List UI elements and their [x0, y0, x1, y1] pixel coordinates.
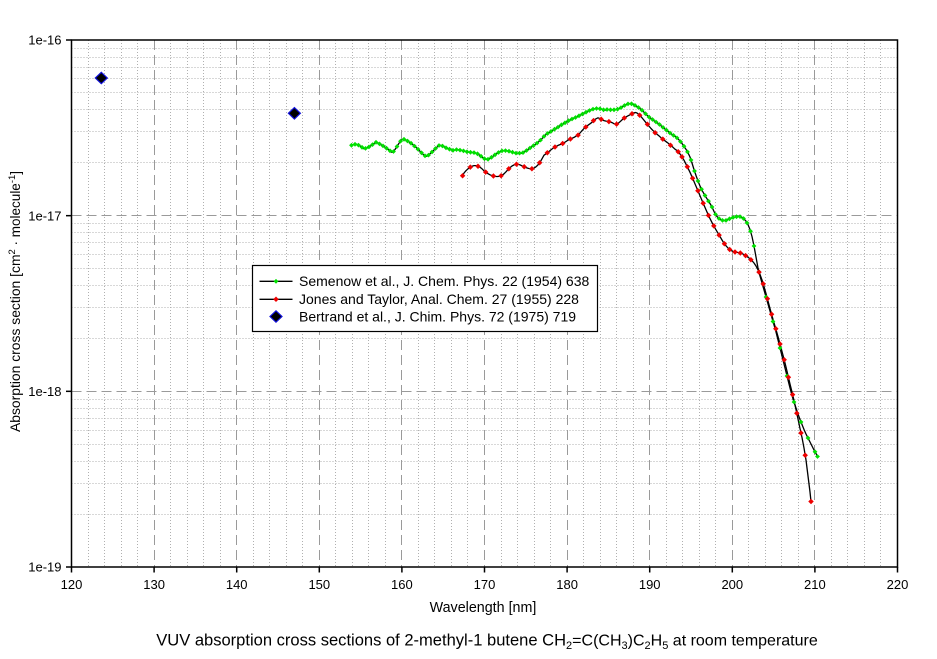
- svg-text:160: 160: [391, 577, 413, 592]
- svg-text:1e-17: 1e-17: [28, 208, 61, 223]
- svg-text:200: 200: [721, 577, 743, 592]
- svg-text:Bertrand et al., J. Chim. Phys: Bertrand et al., J. Chim. Phys. 72 (1975…: [299, 308, 576, 324]
- svg-text:140: 140: [226, 577, 248, 592]
- svg-text:180: 180: [556, 577, 578, 592]
- svg-text:150: 150: [308, 577, 330, 592]
- svg-text:Wavelength [nm]: Wavelength [nm]: [430, 600, 537, 616]
- svg-text:1e-16: 1e-16: [28, 33, 61, 48]
- svg-text:210: 210: [804, 577, 826, 592]
- svg-text:1e-18: 1e-18: [28, 384, 61, 399]
- svg-text:130: 130: [143, 577, 165, 592]
- svg-text:VUV absorption cross sections: VUV absorption cross sections of 2-methy…: [156, 631, 818, 653]
- svg-text:220: 220: [887, 577, 909, 592]
- svg-text:1e-19: 1e-19: [28, 560, 61, 575]
- svg-text:190: 190: [639, 577, 661, 592]
- svg-text:Jones and Taylor, Anal. Chem.: Jones and Taylor, Anal. Chem. 27 (1955) …: [299, 291, 579, 307]
- svg-text:Semenow et al., J. Chem. Phys.: Semenow et al., J. Chem. Phys. 22 (1954)…: [299, 273, 589, 289]
- svg-text:120: 120: [61, 577, 83, 592]
- svg-text:Absorption cross section [cm2: Absorption cross section [cm2 · molecule…: [7, 171, 23, 432]
- svg-text:170: 170: [474, 577, 496, 592]
